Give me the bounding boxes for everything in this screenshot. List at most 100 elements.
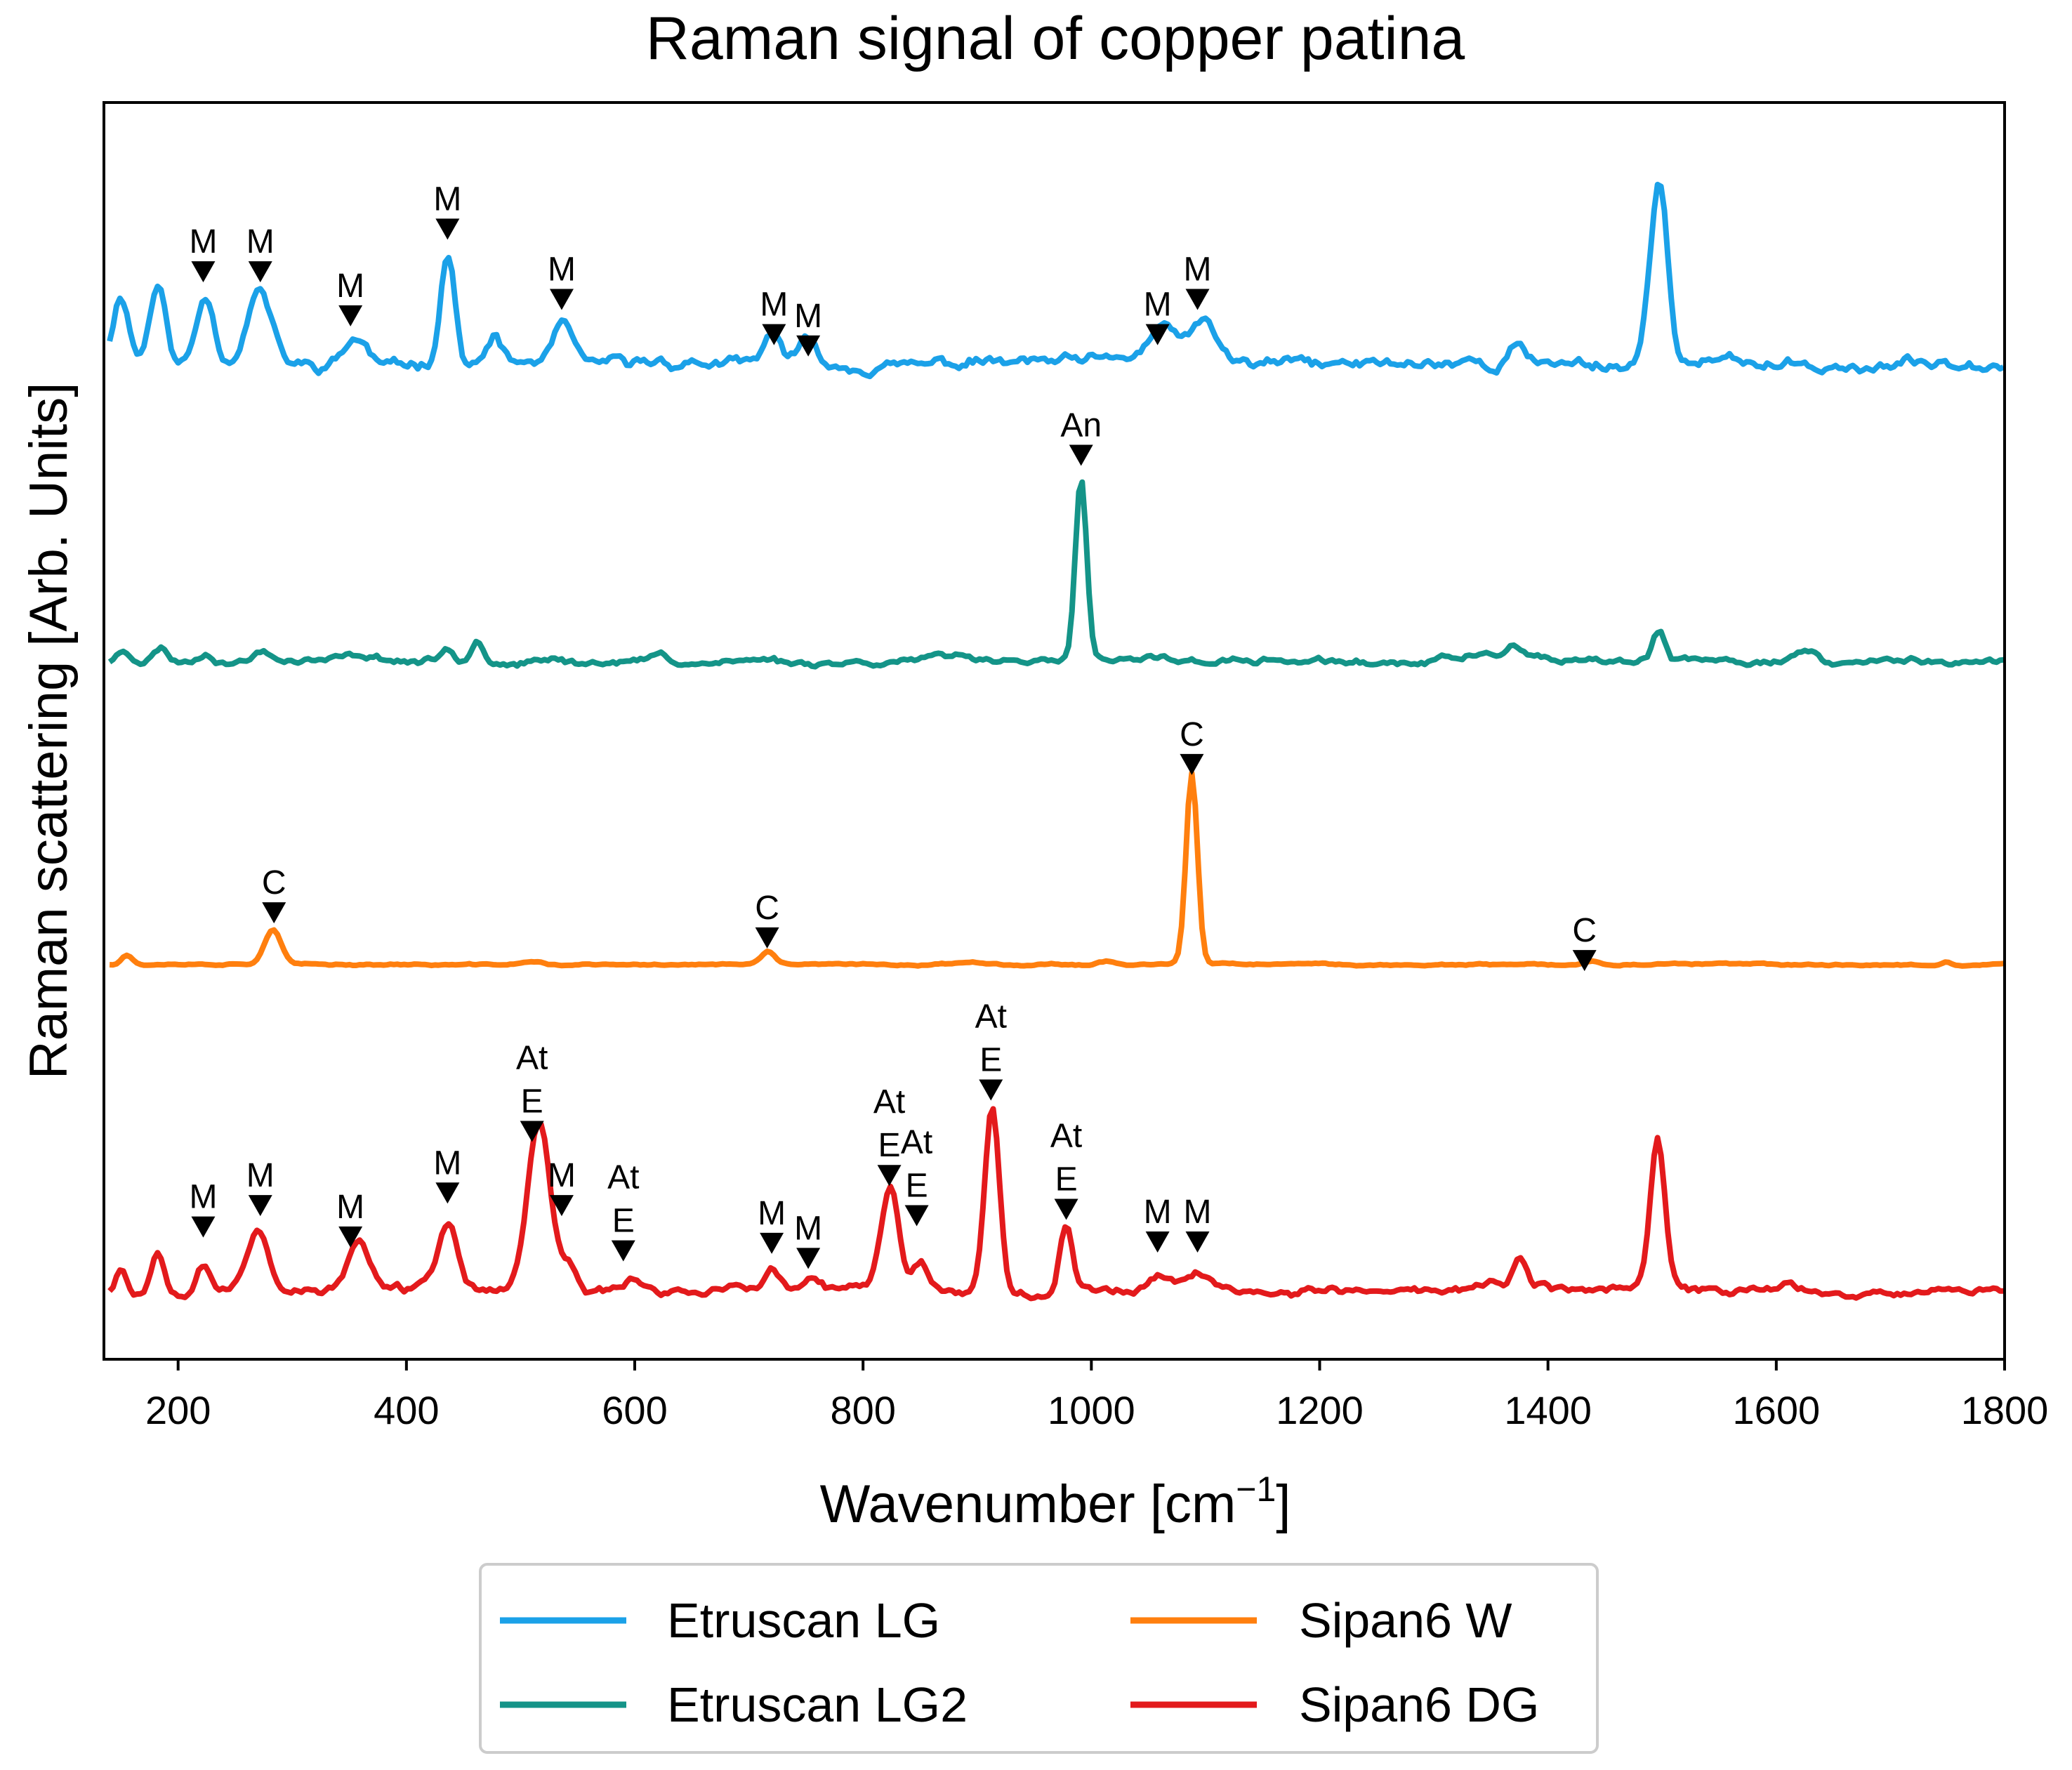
- peak-label: C: [1180, 716, 1204, 753]
- peak-label: C: [1572, 912, 1597, 949]
- peak-annotation: At E: [901, 1123, 932, 1227]
- legend-label: Sipan6 DG: [1299, 1677, 1539, 1732]
- peak-label: An: [1060, 407, 1102, 444]
- peak-marker-icon: [262, 902, 286, 924]
- peak-marker-icon: [1180, 753, 1204, 775]
- peak-label: C: [262, 864, 286, 901]
- peak-label: M: [758, 1195, 786, 1232]
- peak-label: E: [521, 1083, 543, 1121]
- peak-label: M: [548, 251, 576, 289]
- peak-annotation: M: [548, 251, 576, 310]
- peak-annotation: An: [1060, 407, 1102, 466]
- peak-annotation: M: [336, 1189, 364, 1248]
- series-line-sipan6-dg: [107, 1106, 2004, 1302]
- peak-annotation: M: [1184, 251, 1212, 310]
- peak-annotation: M: [1184, 1194, 1212, 1253]
- peak-annotation: At E: [516, 1040, 548, 1142]
- peak-marker-icon: [191, 1216, 216, 1238]
- peak-marker-icon: [796, 335, 821, 357]
- peak-annotation: M: [758, 1195, 786, 1254]
- peak-marker-icon: [979, 1079, 1003, 1101]
- legend: Etruscan LG Etruscan LG2 Sipan6 W Sipan6 DG: [479, 1563, 1599, 1754]
- x-tick-label: 600: [602, 1388, 667, 1432]
- peak-annotation: At E: [1050, 1118, 1082, 1220]
- peak-label: At: [516, 1040, 548, 1077]
- peak-annotation: At E: [975, 998, 1007, 1101]
- peak-annotation: M: [794, 1210, 822, 1269]
- series-line-etruscan-lg: [107, 181, 2005, 380]
- peak-annotation: C: [1572, 912, 1597, 972]
- peak-annotation: M: [794, 298, 822, 357]
- x-tick-label: 1000: [1048, 1388, 1135, 1432]
- peak-annotation: At E: [607, 1159, 639, 1262]
- peak-label: M: [189, 223, 217, 260]
- legend-item-etruscan-lg2: Etruscan LG2: [500, 1677, 968, 1732]
- peak-marker-icon: [520, 1121, 544, 1142]
- peak-marker-icon: [435, 1182, 460, 1204]
- peak-label: M: [1184, 1194, 1212, 1231]
- peak-marker-icon: [338, 305, 363, 326]
- peak-marker-icon: [248, 1195, 272, 1217]
- chart-title: Raman signal of copper patina: [646, 5, 1465, 72]
- legend-item-sipan6-w: Sipan6 W: [1130, 1593, 1512, 1648]
- peak-marker-icon: [611, 1240, 635, 1262]
- x-tick-label: 1200: [1276, 1388, 1364, 1432]
- legend-label: Etruscan LG: [667, 1593, 940, 1648]
- peak-label: E: [612, 1203, 635, 1240]
- x-tick-label: 400: [374, 1388, 439, 1432]
- peak-label: M: [548, 1157, 576, 1194]
- peak-label: M: [433, 1144, 461, 1182]
- peak-marker-icon: [1145, 1231, 1170, 1253]
- peak-annotation: C: [1180, 716, 1204, 775]
- peak-label: M: [246, 1157, 275, 1194]
- x-axis-label: Wavenumber [cm−1]: [820, 1470, 1291, 1534]
- peak-label: E: [979, 1041, 1002, 1078]
- peak-label: E: [906, 1167, 928, 1204]
- peak-marker-icon: [1572, 950, 1597, 972]
- peak-marker-icon: [549, 289, 574, 310]
- peak-marker-icon: [877, 1165, 902, 1187]
- peak-marker-icon: [1054, 1198, 1078, 1220]
- peak-marker-icon: [191, 261, 216, 283]
- plot-frame: [103, 101, 2006, 1361]
- x-tick-label: 800: [830, 1388, 895, 1432]
- peak-annotation: M: [189, 223, 217, 283]
- peak-annotation: M: [246, 223, 275, 283]
- peak-label: C: [755, 890, 779, 927]
- peak-label: At: [975, 998, 1007, 1035]
- peak-marker-icon: [435, 218, 460, 240]
- peak-label: At: [607, 1159, 639, 1196]
- peak-marker-icon: [248, 261, 272, 283]
- peak-annotation: M: [433, 1144, 461, 1204]
- peak-marker-icon: [796, 1248, 821, 1269]
- peak-marker-icon: [1145, 324, 1170, 345]
- peak-label: At: [901, 1123, 932, 1161]
- x-axis-ticks: 200 400 600 800 1000 1200 1400 1600 1800: [145, 1359, 2048, 1432]
- peak-marker-icon: [1069, 444, 1093, 466]
- peak-annotation: M: [336, 268, 364, 326]
- legend-label: Sipan6 W: [1299, 1593, 1512, 1648]
- peak-label: M: [1144, 286, 1172, 324]
- peak-label: M: [760, 286, 788, 324]
- peak-annotation: C: [755, 890, 779, 949]
- series-line-etruscan-lg2: [107, 479, 2004, 670]
- x-tick-label: 1800: [1961, 1388, 2049, 1432]
- x-tick-label: 200: [145, 1388, 211, 1432]
- peak-label: M: [336, 1189, 364, 1226]
- peak-annotation: At E: [873, 1083, 905, 1187]
- peak-annotation: M: [246, 1157, 275, 1217]
- peak-marker-icon: [549, 1195, 574, 1217]
- legend-item-etruscan-lg: Etruscan LG: [500, 1593, 940, 1648]
- peak-label: M: [336, 268, 364, 305]
- peak-label: M: [189, 1179, 217, 1216]
- peak-marker-icon: [760, 1232, 784, 1254]
- peak-annotation: M: [1144, 286, 1172, 345]
- peak-label: E: [1055, 1161, 1078, 1198]
- peak-marker-icon: [1185, 1231, 1210, 1253]
- y-axis-label: Raman scattering [Arb. Units]: [19, 383, 79, 1080]
- peak-marker-icon: [755, 927, 779, 949]
- peak-label: M: [794, 298, 822, 335]
- peak-marker-icon: [338, 1226, 363, 1248]
